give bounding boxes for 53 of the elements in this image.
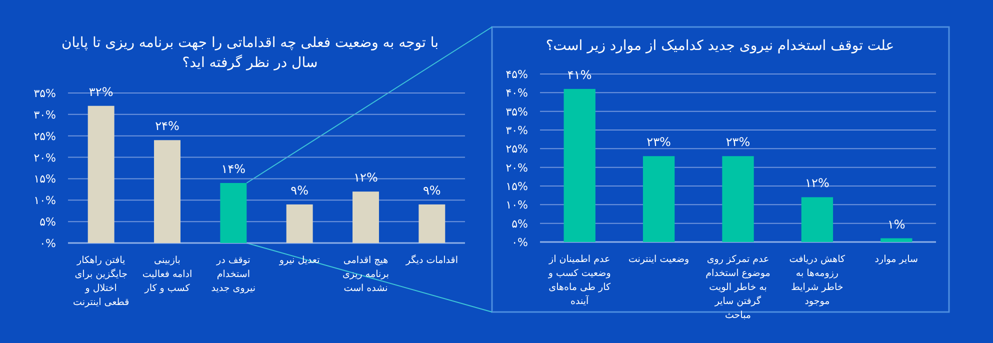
y-tick-label: ۵% [40,216,56,229]
y-tick-label: ۱۰% [506,198,528,212]
bar [722,156,754,242]
bar [418,204,446,243]
y-tick-label: ۴۰% [506,86,528,100]
data-label: ۱۲% [354,170,378,185]
data-label: ۹% [422,183,441,198]
y-tick-label: ۰% [40,237,56,250]
y-tick-label: ۳۵% [34,87,56,100]
data-label: ۹% [290,183,309,198]
bar [564,88,596,242]
data-label: ۲۳% [646,135,671,150]
x-tick-label: سایر موارد [874,254,918,265]
x-tick-label: تعدیل نیرو [278,255,320,266]
x-tick-label: عدم اطمینان از وضعیت کسب و کار طی ماه‌های آینده [547,254,611,307]
bar [154,140,180,243]
bar [88,106,114,243]
bar [220,183,247,243]
y-tick-label: ۲۰% [506,161,528,174]
y-tick-label: ۲۵% [34,130,56,143]
x-tick-label: کاهش دریافت رزومه‌ها به خاطر شرایط موجود [789,254,846,307]
x-tick-label: عدم تمرکز روی موضوع استخدام به خاطر الویت گرفتن سایر مباحث [706,254,770,321]
y-tick-label: ۲۵% [506,142,528,156]
chart-title: علت توقف استخدام نیروی جدید کدامیک از موارد زیر است؟ [546,38,894,54]
x-tick-label: وضعیت اینترنت [628,254,690,265]
bar [352,192,379,243]
data-label: ۳۲% [88,84,114,99]
x-tick-label: بازبینی ادامه فعالیت کسب و کار [142,255,192,294]
y-tick-label: ۵% [512,217,528,230]
chart-title: با توجه به وضعیت فعلی چه اقداماتی را جهت برنامه ریزی تا پایان سال در نظر گرفته اید؟ [61,35,439,71]
y-tick-label: ۱۵% [506,180,528,193]
x-tick-label: یافتن راهکار جایگزین برای اختلال و قطعی اینترنت [73,255,130,308]
y-tick-label: ۴۵% [506,68,528,81]
bar [880,238,912,242]
data-label: ۲۳% [726,135,750,150]
x-tick-label: هیچ اقدامی برنامه ریزی نشده است [342,255,390,294]
y-tick-label: ۳۰% [34,108,56,122]
x-tick-label: اقدامات دیگر [404,254,458,266]
data-label: ۲۴% [155,119,180,134]
bar [286,204,313,243]
bar [801,197,834,242]
y-tick-label: ۰% [512,236,528,249]
y-tick-label: ۱۵% [34,172,56,186]
data-label: ۱۴% [221,162,246,176]
data-label: ۱۲% [805,176,830,190]
y-tick-label: ۱۰% [34,194,56,208]
y-tick-label: ۳۵% [506,105,528,118]
bar [642,156,675,242]
y-tick-label: ۲۰% [34,151,56,164]
x-tick-label: توقف در استخدام نیروی جدید [211,255,256,294]
data-label: ۱% [887,217,906,232]
y-tick-label: ۳۰% [506,124,528,137]
data-label: ۴۱% [567,68,592,82]
